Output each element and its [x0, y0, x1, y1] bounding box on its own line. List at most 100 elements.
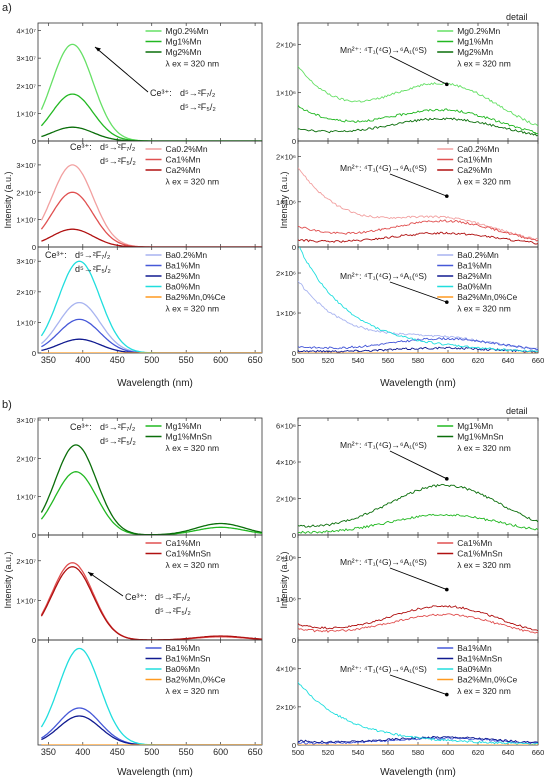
- y-tick-label: 3×10⁷: [16, 416, 36, 425]
- legend-entry: Ba0.2%Mn: [166, 250, 208, 260]
- y-tick-label: 2×10⁶: [276, 40, 296, 49]
- mn-arrow-head: [445, 300, 449, 304]
- x-tick-label: 600: [213, 747, 228, 757]
- x-tick-label: 600: [442, 748, 455, 757]
- y-tick-label: 1×10⁷: [16, 493, 36, 502]
- y-tick-label: 2×10⁷: [16, 454, 36, 463]
- y-axis-label-b-right: Intensity (a.u.): [279, 551, 289, 608]
- legend-entry: Ba1%Mn: [166, 643, 201, 653]
- x-tick-label: 540: [352, 748, 365, 757]
- legend-entry: Ca0.2%Mn: [457, 144, 499, 154]
- x-tick-label: 550: [179, 747, 194, 757]
- series-line: [298, 613, 538, 634]
- series-line: [40, 471, 262, 535]
- legend-entry: Mg0.2%Mn: [166, 26, 209, 36]
- series-line: [41, 715, 262, 745]
- excitation-label: λ ex = 320 nm: [457, 560, 511, 570]
- legend-entry: Ba2%Mn,0%Ce: [166, 292, 226, 302]
- series-layer: [298, 167, 538, 245]
- series-line: [298, 336, 538, 351]
- series-line: [298, 513, 538, 534]
- excitation-label: λ ex = 320 nm: [457, 59, 511, 69]
- mn-annotation: Mn²⁺: ⁴T₁(⁴G)→⁶A₁(⁶S): [340, 557, 449, 592]
- panel-frame: [37, 22, 263, 142]
- series-line: [41, 228, 262, 247]
- part-b-label: b): [2, 399, 12, 411]
- legend-entry: Mg1%MnSn: [166, 432, 213, 442]
- ce-prefix: Ce³⁺:: [45, 250, 67, 260]
- y-tick-label: 1×10⁷: [16, 596, 36, 605]
- legend-entry: Mg0.2%Mn: [457, 26, 500, 36]
- legend-entry: Ba2%Mn,0%Ce: [166, 675, 226, 685]
- ce-prefix: Ce³⁺:: [150, 88, 172, 98]
- series-line: [40, 301, 262, 353]
- x-tick-label: 400: [75, 747, 90, 757]
- mn-arrow: [389, 450, 447, 480]
- detail-label-a: detail: [506, 12, 528, 22]
- panel-frame: [297, 140, 539, 248]
- legend-entry: Ba0%Mn: [166, 664, 201, 674]
- x-tick-label: 620: [472, 748, 485, 757]
- ce-annotation: Ce³⁺: d⁵→²F₇/₂ d⁵→²F₅/₂: [70, 142, 136, 166]
- detail-label-b: detail: [506, 406, 528, 416]
- panels-layer: 0 1×10⁷ 2×10⁷ 3×10⁷ 4×10⁷ Mg0.2%MnMg1%MnMg2%M…: [16, 22, 545, 757]
- y-tick-label: 6×10⁶: [276, 421, 296, 430]
- x-tick-label: 600: [442, 356, 455, 365]
- mn-arrow-head: [445, 194, 449, 198]
- panel-frame: [37, 246, 263, 354]
- ce-transition-2: d⁵→²F₅/₂: [180, 102, 216, 112]
- legend-entry: Mg1%Mn: [166, 37, 202, 47]
- y-tick-label: 0: [32, 349, 36, 358]
- ce-transition-1: d⁵→²F₇/₂: [155, 592, 191, 602]
- y-axis-label-a-right: Intensity (a.u.): [279, 171, 289, 228]
- x-axis-label-b-right: Wavelength (nm): [380, 767, 456, 778]
- y-tick-label: 0: [32, 636, 36, 645]
- mn-arrow-head: [445, 587, 449, 592]
- y-tick-label: 2×10⁶: [276, 703, 296, 712]
- legend-entry: Ca1%Mn: [166, 155, 201, 165]
- x-axis-label-b-left: Wavelength (nm): [117, 767, 193, 778]
- ce-annotation: Ce³⁺: d⁵→²F₇/₂ d⁵→²F₅/₂: [70, 422, 136, 446]
- legend-entry: Ba2%Mn,0%Ce: [457, 292, 517, 302]
- legend-entry: Ca1%MnSn: [166, 549, 212, 559]
- x-tick-label: 650: [248, 355, 263, 365]
- y-tick-label: 0: [292, 243, 296, 252]
- ce-transition-2: d⁵→²F₅/₂: [100, 436, 136, 446]
- excitation-label: λ ex = 320 nm: [166, 59, 220, 69]
- y-tick-label: 3×10⁷: [16, 161, 36, 170]
- series-line: [298, 117, 538, 137]
- y-tick-label: 4×10⁷: [16, 27, 36, 36]
- x-tick-label: 520: [322, 356, 335, 365]
- legend-entry: Ba1%Mn: [166, 261, 201, 271]
- x-tick-label: 450: [110, 747, 125, 757]
- x-tick-label: 450: [110, 355, 125, 365]
- ce-transition-1: d⁵→²F₇/₂: [100, 422, 136, 432]
- panel-a-left-ba: 350 400 450 500 550 600 650 0 1×10⁷ 2×10⁷ 3×10⁷ Ba0…: [16, 246, 263, 365]
- y-tick-label: 1×10⁷: [16, 318, 36, 327]
- ce-transition-2: d⁵→²F₅/₂: [75, 264, 111, 274]
- ce-transition-1: d⁵→²F₇/₂: [100, 142, 136, 152]
- y-tick-label: 3×10⁷: [16, 54, 36, 63]
- series-line: [41, 338, 262, 353]
- excitation-label: λ ex = 320 nm: [457, 177, 511, 187]
- y-tick-label: 2×10⁷: [16, 82, 36, 91]
- y-tick-label: 1×10⁶: [276, 198, 296, 207]
- y-tick-label: 2×10⁷: [16, 288, 36, 297]
- legend-entry: Ba0%Mn: [457, 664, 492, 674]
- x-tick-label: 660: [532, 356, 545, 365]
- mn-transition: Mn²⁺: ⁴T₁(⁴G)→⁶A₁(⁶S): [340, 557, 427, 567]
- series-line: [298, 231, 538, 245]
- series-layer: [298, 681, 538, 745]
- mn-annotation: Mn²⁺: ⁴T₁(⁴G)→⁶A₁(⁶S): [340, 271, 449, 304]
- y-tick-label: 0: [32, 137, 36, 146]
- mn-arrow: [389, 173, 447, 197]
- y-tick-label: 0: [32, 531, 36, 540]
- x-tick-label: 500: [292, 748, 305, 757]
- mn-arrow-head: [445, 692, 449, 697]
- y-tick-label: 0: [292, 137, 296, 146]
